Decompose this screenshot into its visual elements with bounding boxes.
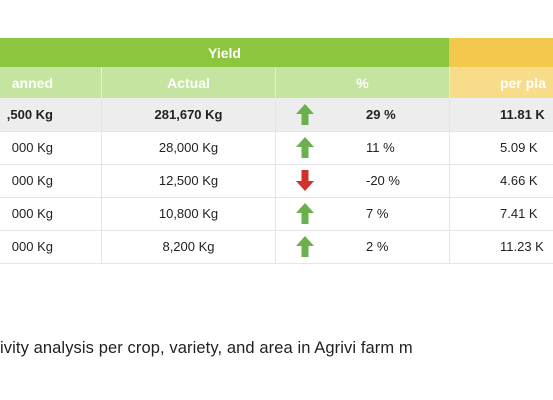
table-row: 000 Kg 12,500 Kg -20 % 4.66 K [0,164,553,198]
arrow-down-icon [296,170,314,191]
planned-cell: 000 Kg [0,164,102,197]
planned-cell: 000 Kg [0,230,102,263]
column-header-actual: Actual [102,67,276,98]
planned-cell: 000 Kg [0,197,102,230]
table-row: 000 Kg 10,800 Kg 7 % 7.41 K [0,197,553,231]
actual-cell: 8,200 Kg [102,230,276,263]
per-plant-cell: 11.23 K [500,239,544,254]
planned-cell: ,500 Kg [0,98,102,131]
per-plant-group-header [449,38,553,67]
arrow-up-icon [296,203,314,224]
actual-cell: 12,500 Kg [102,164,276,197]
column-header-percent: % [276,67,450,98]
figure-caption: ivity analysis per crop, variety, and ar… [0,339,413,357]
actual-cell: 10,800 Kg [102,197,276,230]
percent-cell: 29 % [276,98,450,131]
column-header-per-plant: per pla [450,67,553,98]
yield-group-header: Yield [0,38,449,67]
table-total-row: ,500 Kg 281,670 Kg 29 % 11.81 K [0,98,553,132]
per-plant-cell: 7.41 K [500,206,538,221]
table-column-header-row: anned Actual % per pla [0,67,553,98]
actual-cell: 281,670 Kg [102,98,276,131]
table-group-header-row: Yield [0,38,553,67]
arrow-up-icon [296,137,314,158]
yield-table: Yield anned Actual % per pla ,500 Kg 281,… [0,38,553,266]
percent-cell: 11 % [276,131,450,164]
planned-cell: 000 Kg [0,131,102,164]
table-row: 000 Kg 28,000 Kg 11 % 5.09 K [0,131,553,165]
arrow-up-icon [296,104,314,125]
per-plant-cell: 5.09 K [500,140,538,155]
actual-cell: 28,000 Kg [102,131,276,164]
per-plant-cell: 4.66 K [500,173,538,188]
per-plant-cell: 11.81 K [500,107,545,122]
table-row: 000 Kg 8,200 Kg 2 % 11.23 K [0,230,553,264]
column-header-planned: anned [0,67,102,98]
percent-cell: 7 % [276,197,450,230]
percent-cell: 2 % [276,230,450,263]
percent-cell: -20 % [276,164,450,197]
arrow-up-icon [296,236,314,257]
